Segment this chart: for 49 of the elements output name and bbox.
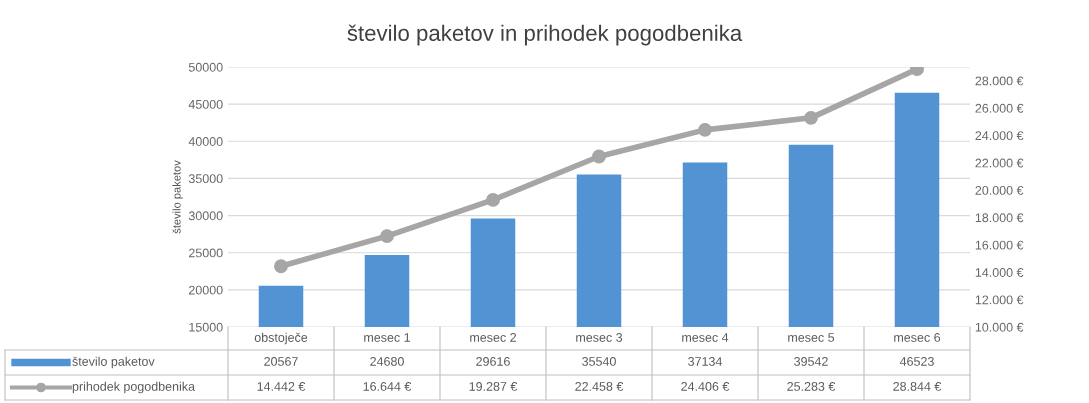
data-label: 37134 xyxy=(688,357,723,366)
y2-tick-label: 12.000 € xyxy=(975,295,1024,305)
data-label: 24680 xyxy=(370,357,404,366)
x-tick-label: mesec 6 xyxy=(894,333,941,342)
data-label: 25.283 € xyxy=(787,382,836,391)
x-tick-label: obstoječe xyxy=(254,332,308,345)
point xyxy=(274,259,288,274)
data-label: 20567 xyxy=(264,357,298,366)
y2-tick-label: 18.000 € xyxy=(975,213,1024,223)
x-tick-label: mesec 2 xyxy=(470,333,516,342)
data-label: 16.644 € xyxy=(363,382,412,391)
y-tick-label: 30000 xyxy=(188,211,223,221)
y2-tick-label: 10.000 € xyxy=(975,322,1024,332)
x-tick-label: mesec 3 xyxy=(576,333,623,342)
data-label: 22.458 € xyxy=(575,382,624,391)
y-tick-label: 45000 xyxy=(188,99,223,109)
y-axis-title: število paketov xyxy=(172,160,183,234)
point xyxy=(698,122,712,137)
y-tick-label: 25000 xyxy=(189,248,223,258)
data-label: 39542 xyxy=(794,357,828,366)
y2-tick-label: 14.000 € xyxy=(975,268,1024,277)
point xyxy=(804,110,818,125)
legend-label: prihodek pogodbenika xyxy=(72,381,196,394)
y2-tick-label: 20.000 € xyxy=(975,185,1024,195)
y2-tick-label: 24.000 € xyxy=(975,131,1024,141)
point xyxy=(592,149,606,164)
x-tick-label: mesec 5 xyxy=(788,333,835,342)
y2-tick-label: 26.000 € xyxy=(975,103,1024,113)
data-label: 14.442 € xyxy=(257,382,306,391)
y-tick-label: 15000 xyxy=(189,322,223,332)
data-label: 29616 xyxy=(476,357,510,366)
y-tick-label: 40000 xyxy=(188,137,223,146)
data-label: 35540 xyxy=(582,357,616,366)
y2-tick-label: 28.000 € xyxy=(975,76,1024,86)
y2-tick-label: 22.000 € xyxy=(975,158,1024,168)
data-label: 19.287 € xyxy=(469,382,518,391)
y-tick-label: 35000 xyxy=(188,174,223,184)
point xyxy=(380,229,394,244)
y-tick-label: 50000 xyxy=(188,62,223,72)
y2-tick-label: 16.000 € xyxy=(975,240,1024,250)
x-tick-label: mesec 1 xyxy=(364,333,411,342)
point xyxy=(486,192,500,207)
data-label: 46523 xyxy=(899,357,934,366)
y-tick-label: 20000 xyxy=(189,285,223,295)
legend-label: število paketov xyxy=(72,356,155,369)
data-label: 28.844 € xyxy=(893,382,942,391)
chart-title: število paketov in prihodek pogodbenika xyxy=(347,24,743,46)
data-label: 24.406 € xyxy=(681,382,730,391)
x-tick-label: mesec 4 xyxy=(682,333,729,342)
